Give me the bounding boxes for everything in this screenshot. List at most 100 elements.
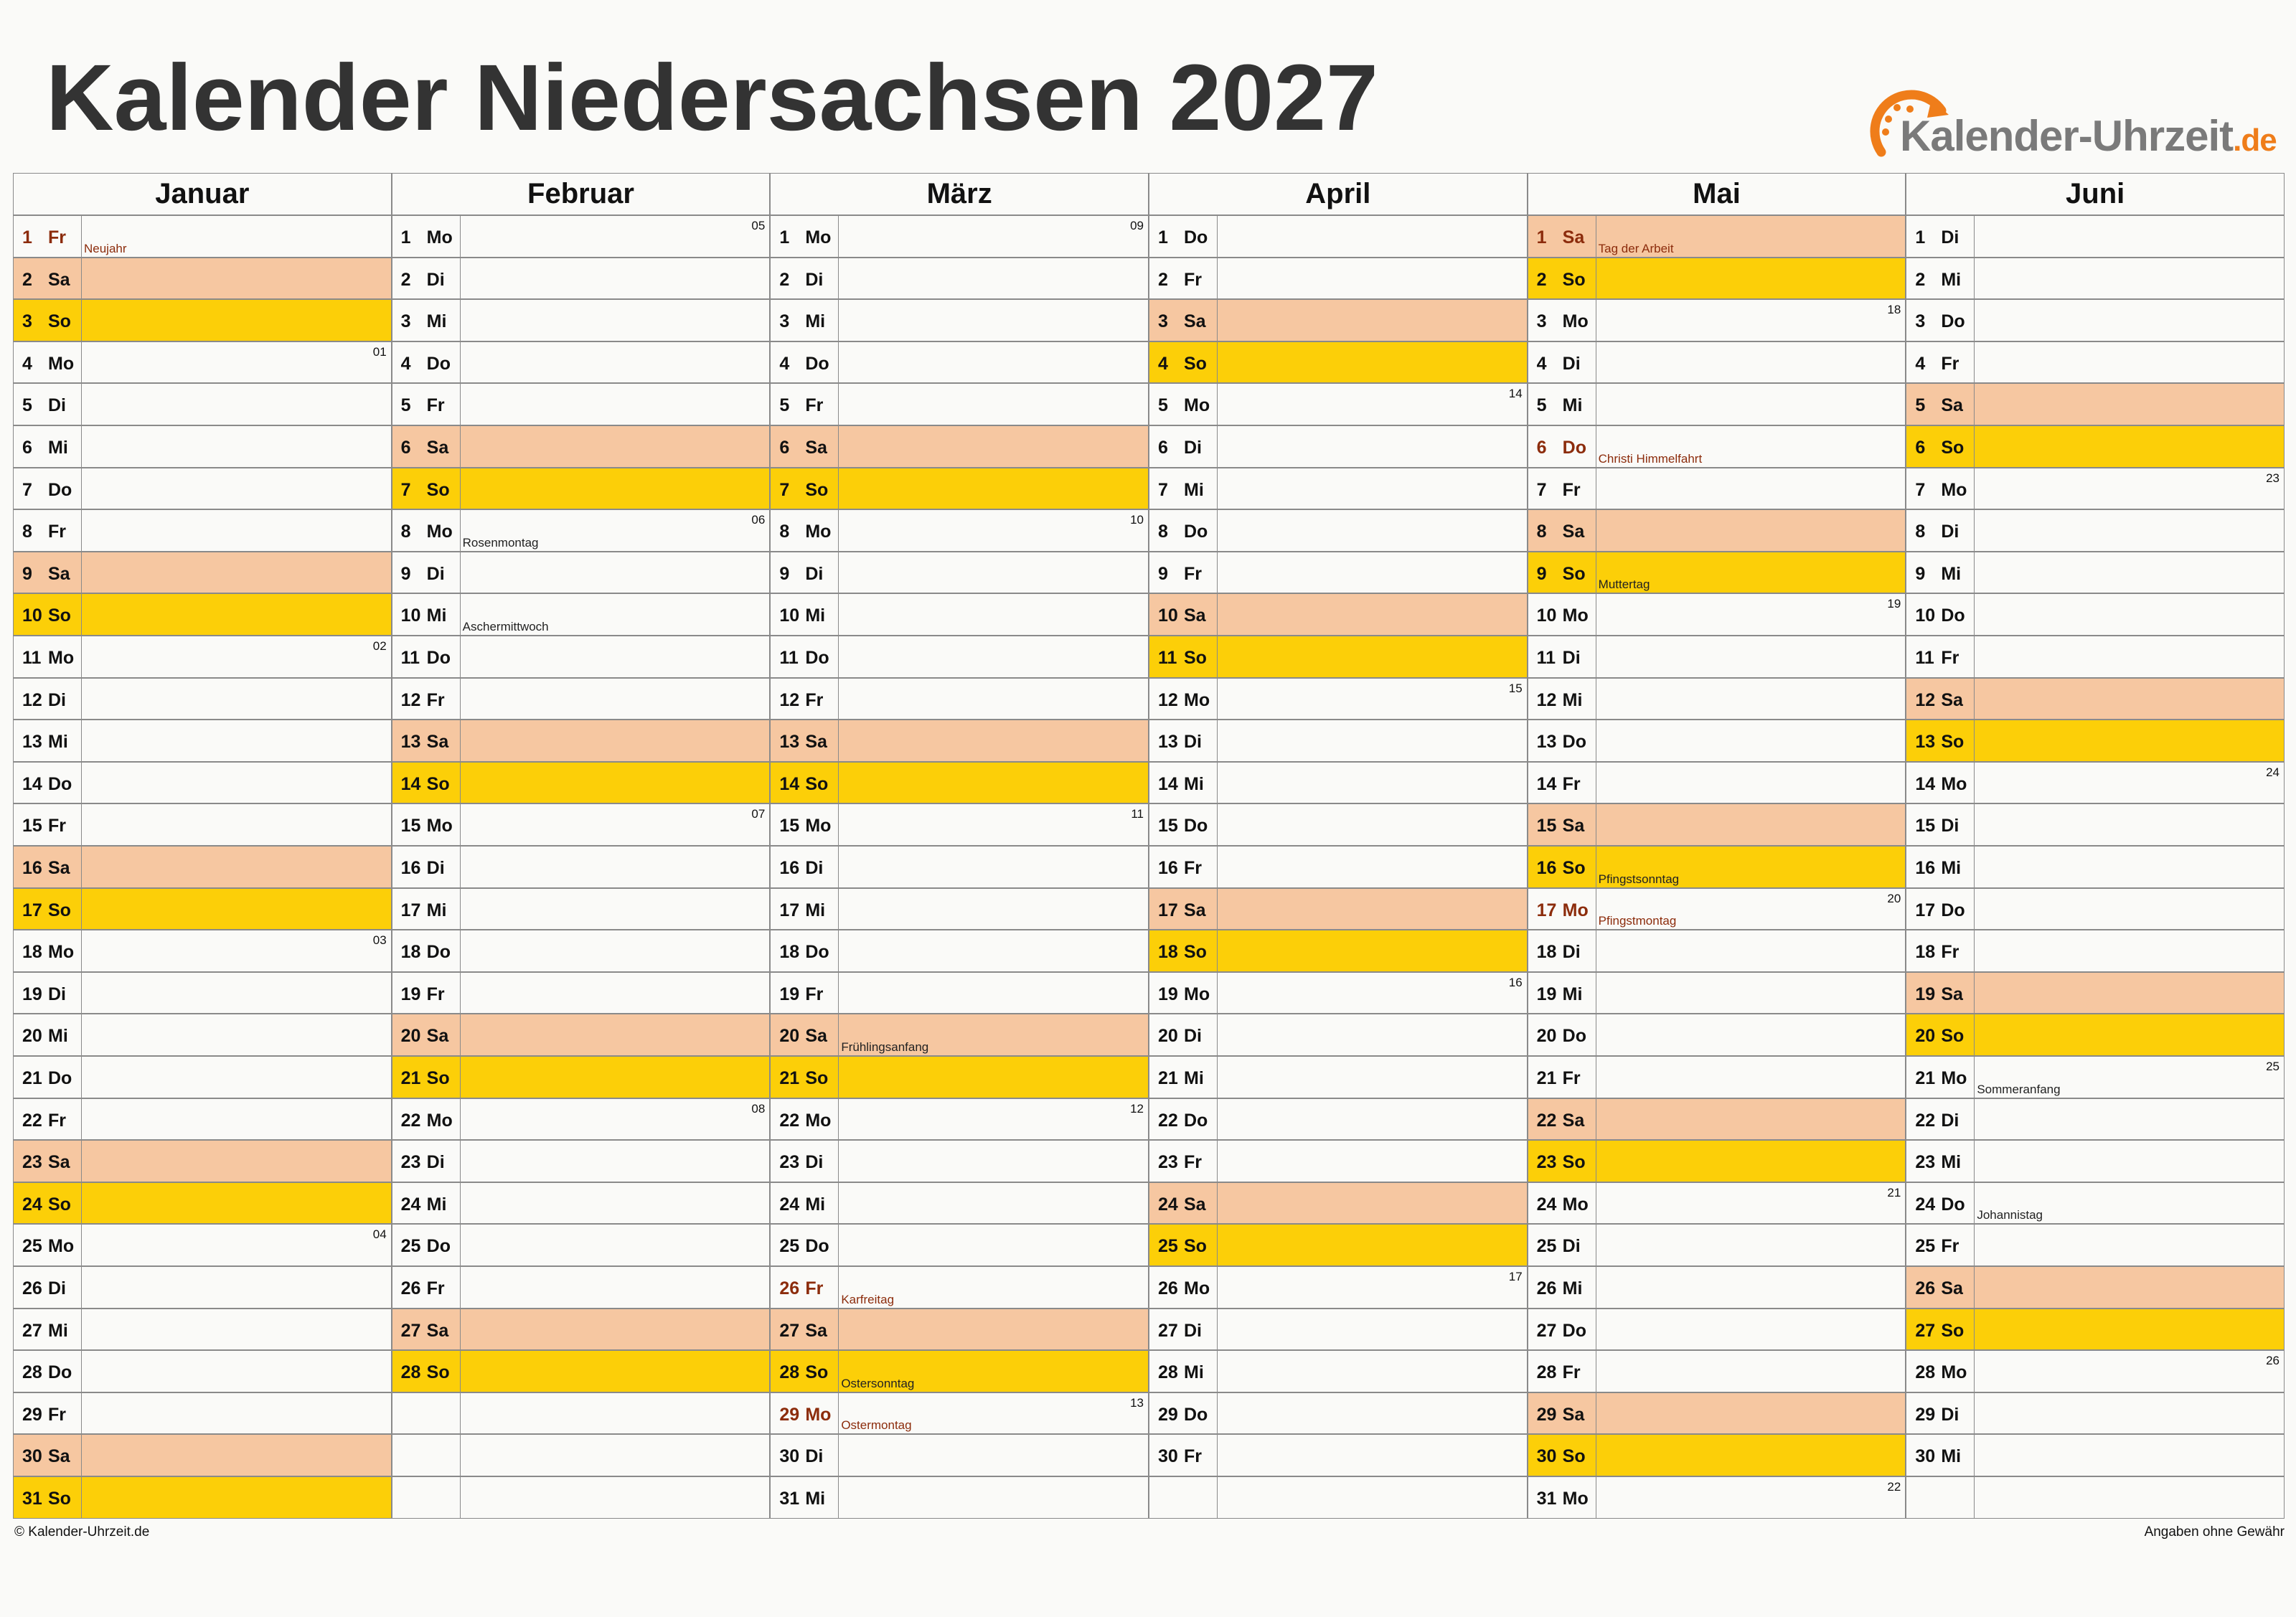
cell-divider	[459, 1351, 461, 1392]
week-number: 24	[2266, 765, 2279, 779]
cell-divider	[81, 888, 82, 930]
week-number: 22	[1887, 1480, 1901, 1494]
month-header: Februar	[391, 173, 771, 215]
day-row	[1906, 1476, 2285, 1519]
day-row: 20 Sa Frühlingsanfang	[770, 1014, 1149, 1056]
day-row: 31 Mi	[770, 1476, 1149, 1519]
day-number: 30	[22, 1446, 42, 1467]
cell-divider	[838, 1309, 839, 1350]
day-row: 9 Sa	[13, 551, 392, 594]
weekday: Di	[426, 563, 445, 584]
day-row: 12 Mo 15	[1149, 677, 1528, 720]
day-number: 4	[22, 353, 32, 374]
day-number: 18	[779, 942, 800, 963]
day-number: 22	[400, 1110, 421, 1131]
week-number: 19	[1887, 597, 1901, 611]
cell-divider	[838, 636, 839, 677]
cell-divider	[838, 258, 839, 299]
day-row: 24 Mi	[770, 1182, 1149, 1225]
day-row: 20 Mi	[13, 1014, 392, 1056]
week-number: 18	[1887, 303, 1901, 317]
cell-divider	[1217, 1435, 1218, 1476]
month-header: März	[770, 173, 1149, 215]
weekday: Mo	[48, 353, 75, 374]
day-number: 4	[1536, 353, 1547, 374]
cell-divider	[1217, 341, 1218, 383]
cell-divider	[1974, 762, 1975, 803]
day-row: 17 So	[13, 887, 392, 930]
cell-divider	[81, 847, 82, 887]
week-number: 02	[372, 639, 387, 653]
day-number: 5	[1915, 395, 1926, 416]
cell-divider	[1217, 258, 1218, 299]
weekday: Sa	[1941, 689, 1963, 710]
cell-divider	[81, 636, 82, 677]
day-number: 26	[1915, 1278, 1936, 1298]
day-row: 2 Fr	[1149, 257, 1528, 300]
day-row: 11 Fr	[1906, 636, 2285, 678]
weekday: Fr	[1562, 1068, 1581, 1088]
weekday: Mi	[426, 311, 447, 332]
logo-icon	[1870, 90, 1949, 157]
weekday: So	[426, 1068, 450, 1088]
weekday: Sa	[426, 438, 449, 458]
cell-divider	[1974, 972, 1975, 1014]
day-number: 7	[1158, 479, 1168, 500]
cell-divider	[459, 1225, 461, 1265]
weekday: Sa	[1562, 522, 1585, 542]
day-number: 31	[1536, 1489, 1557, 1509]
day-row: 18 Fr	[1906, 930, 2285, 972]
day-row: 27 So	[1906, 1308, 2285, 1351]
day-row: 3 Mo 18	[1527, 299, 1906, 341]
weekday: Di	[805, 269, 824, 290]
day-row: 16 So Pfingstsonntag	[1527, 846, 1906, 888]
day-row: 8 Di	[1906, 509, 2285, 552]
cell-divider	[838, 1477, 839, 1518]
cell-divider	[838, 1182, 839, 1224]
day-number: 15	[1915, 816, 1936, 836]
day-row: 27 Sa	[770, 1308, 1149, 1351]
day-number: 8	[400, 522, 411, 542]
day-number: 31	[779, 1489, 800, 1509]
weekday: Mi	[426, 605, 447, 626]
cell-divider	[459, 341, 461, 383]
day-row: 16 Di	[391, 846, 771, 888]
day-row: 24 Mo 21	[1527, 1182, 1906, 1225]
day-number: 5	[22, 395, 32, 416]
week-number: 13	[1130, 1395, 1144, 1410]
day-row: 24 Mi	[391, 1182, 771, 1225]
day-number: 22	[1915, 1110, 1936, 1131]
cell-divider	[1974, 678, 1975, 720]
day-row: 6 Sa	[391, 425, 771, 468]
day-number: 19	[1158, 984, 1178, 1004]
cell-divider	[81, 468, 82, 509]
weekday: Di	[1941, 816, 1959, 836]
day-row: 26 Fr Karfreitag	[770, 1266, 1149, 1309]
day-row: 23 Fr	[1149, 1140, 1528, 1182]
day-number: 11	[1915, 648, 1934, 668]
weekday: Di	[48, 1278, 66, 1298]
day-number: 11	[779, 648, 799, 668]
day-row: 9 Fr	[1149, 551, 1528, 594]
day-number: 26	[400, 1278, 421, 1298]
day-row: 1 Fr Neujahr	[13, 215, 392, 258]
day-row: 29 Fr	[13, 1392, 392, 1435]
weekday: Sa	[1562, 1404, 1585, 1425]
weekday: Fr	[426, 689, 445, 710]
cell-divider	[81, 1435, 82, 1476]
weekday: Di	[1184, 1026, 1202, 1047]
weekday: So	[1184, 1236, 1207, 1257]
cell-divider	[81, 510, 82, 551]
weekday: Fr	[1184, 563, 1202, 584]
cell-divider	[838, 930, 839, 971]
day-number: 2	[1915, 269, 1926, 290]
day-row: 26 Mi	[1527, 1266, 1906, 1309]
day-note: Johannistag	[1977, 1208, 2043, 1222]
weekday: Do	[426, 1236, 451, 1257]
day-number: 22	[779, 1110, 800, 1131]
day-number: 24	[1536, 1194, 1557, 1215]
cell-divider	[1974, 804, 1975, 845]
weekday: Fr	[48, 1110, 66, 1131]
weekday: Do	[1941, 900, 1965, 920]
